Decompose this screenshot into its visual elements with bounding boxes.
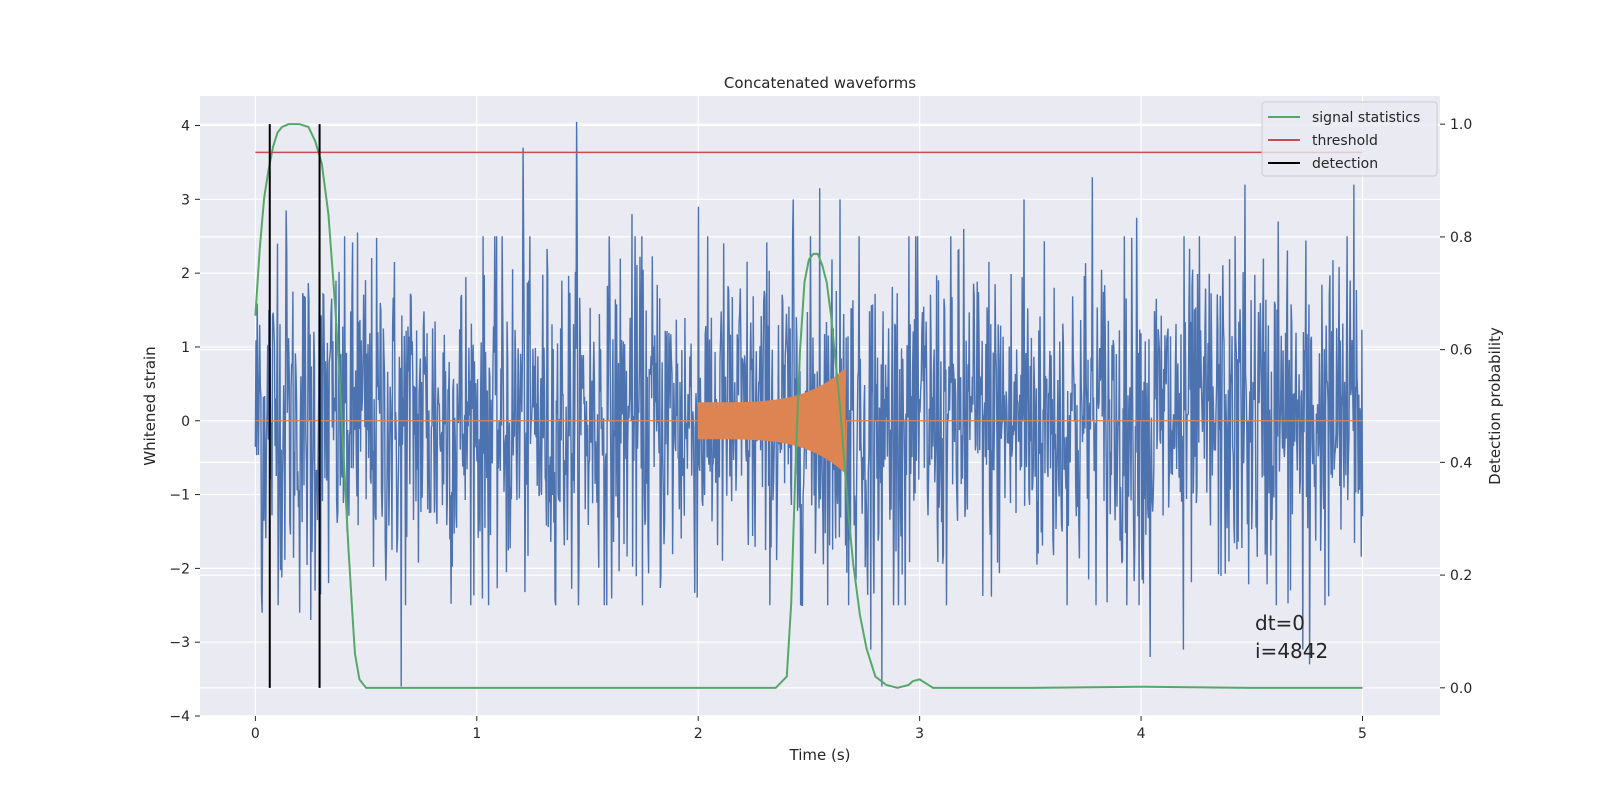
y-left-tick-label: 3 bbox=[181, 192, 190, 208]
y-left-tick-label: 1 bbox=[181, 340, 190, 356]
chart-title: Concatenated waveforms bbox=[724, 74, 916, 92]
y-right-tick-label: 0.2 bbox=[1450, 568, 1472, 584]
data-layer bbox=[254, 121, 1364, 689]
legend-label-detection: detection bbox=[1312, 156, 1378, 172]
y-right-tick-label: 0.0 bbox=[1450, 681, 1472, 697]
x-tick-label: 2 bbox=[694, 726, 703, 742]
y-left-tick-label: −3 bbox=[169, 635, 190, 651]
y-right-tick-label: 0.8 bbox=[1450, 230, 1472, 246]
y-left-tick-label: −2 bbox=[169, 561, 190, 577]
y-left-tick-label: −1 bbox=[169, 488, 190, 504]
x-tick-label: 3 bbox=[915, 726, 924, 742]
y-right-tick-label: 0.4 bbox=[1450, 455, 1472, 471]
signal-statistics-line bbox=[254, 123, 1363, 689]
annotation-index: i=4842 bbox=[1255, 639, 1328, 663]
y-axis-label-right: Detection probability bbox=[1486, 327, 1504, 485]
legend: signal statistics threshold detection bbox=[1261, 101, 1438, 177]
y-left-tick-label: −4 bbox=[169, 709, 190, 725]
x-tick-label: 4 bbox=[1137, 726, 1146, 742]
legend-label-threshold: threshold bbox=[1312, 133, 1378, 149]
y-left-tick-label: 2 bbox=[181, 266, 190, 282]
ticks: 0 1 2 3 4 5 −4 −3 −2 −1 0 1 2 3 4 0.0 0.2 0.4 0.6 0.8 1.0 bbox=[169, 117, 1472, 742]
x-axis-label: Time (s) bbox=[789, 746, 851, 764]
y-axis-label-left: Whitened strain bbox=[141, 346, 159, 465]
x-tick-label: 5 bbox=[1358, 726, 1367, 742]
chirp-series-line bbox=[255, 369, 1363, 488]
y-right-tick-label: 1.0 bbox=[1450, 117, 1472, 133]
legend-box bbox=[1261, 101, 1438, 177]
y-left-tick-label: 4 bbox=[181, 119, 190, 135]
legend-label-signal-statistics: signal statistics bbox=[1312, 110, 1420, 126]
y-right-tick-label: 0.6 bbox=[1450, 343, 1472, 359]
y-left-tick-label: 0 bbox=[181, 414, 190, 430]
x-tick-label: 0 bbox=[251, 726, 260, 742]
x-tick-label: 1 bbox=[472, 726, 481, 742]
annotation-dt: dt=0 bbox=[1255, 611, 1305, 635]
annotation: dt=0 i=4842 bbox=[1255, 611, 1328, 663]
